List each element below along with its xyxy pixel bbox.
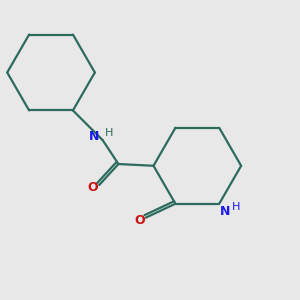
Text: H: H — [232, 202, 240, 212]
Text: N: N — [89, 130, 99, 143]
Text: N: N — [220, 205, 231, 218]
Text: O: O — [88, 182, 98, 194]
Text: O: O — [134, 214, 145, 227]
Text: H: H — [105, 128, 113, 138]
